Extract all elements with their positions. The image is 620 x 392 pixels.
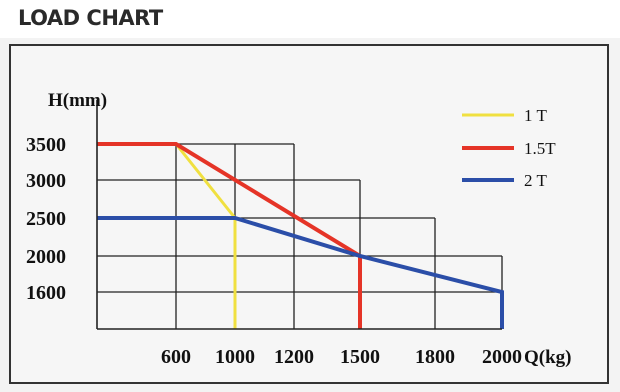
series-line [97,142,362,329]
y-tick-label: 3000 [26,170,66,192]
y-axis-label: H(mm) [48,90,107,111]
x-tick-label: 1500 [340,346,380,368]
x-tick-label: 2000 [482,346,522,368]
x-tick-label: 600 [161,346,191,368]
y-tick-label: 3500 [26,134,66,156]
axes [96,100,502,330]
series-line [97,142,237,329]
legend-label: 1 T [524,106,547,125]
page-title: LOAD CHART [18,6,163,30]
tick-labels: 1600 2000 2500 3000 3500 600 1000 1200 1500 1800 2… [26,90,572,368]
series-line [97,216,504,329]
x-tick-label: 1200 [274,346,314,368]
series-lines [97,142,504,329]
y-tick-label: 2000 [26,246,66,268]
legend-label: 2 T [524,171,547,190]
legend: 1 T 1.5T 2 T [462,106,556,190]
legend-label: 1.5T [524,139,556,158]
y-tick-label: 2500 [26,208,66,230]
chart-frame [9,44,609,384]
header-band [0,0,620,38]
x-axis-label: Q(kg) [524,347,572,368]
x-tick-label: 1000 [215,346,255,368]
x-tick-label: 1800 [415,346,455,368]
y-tick-label: 1600 [26,282,66,304]
